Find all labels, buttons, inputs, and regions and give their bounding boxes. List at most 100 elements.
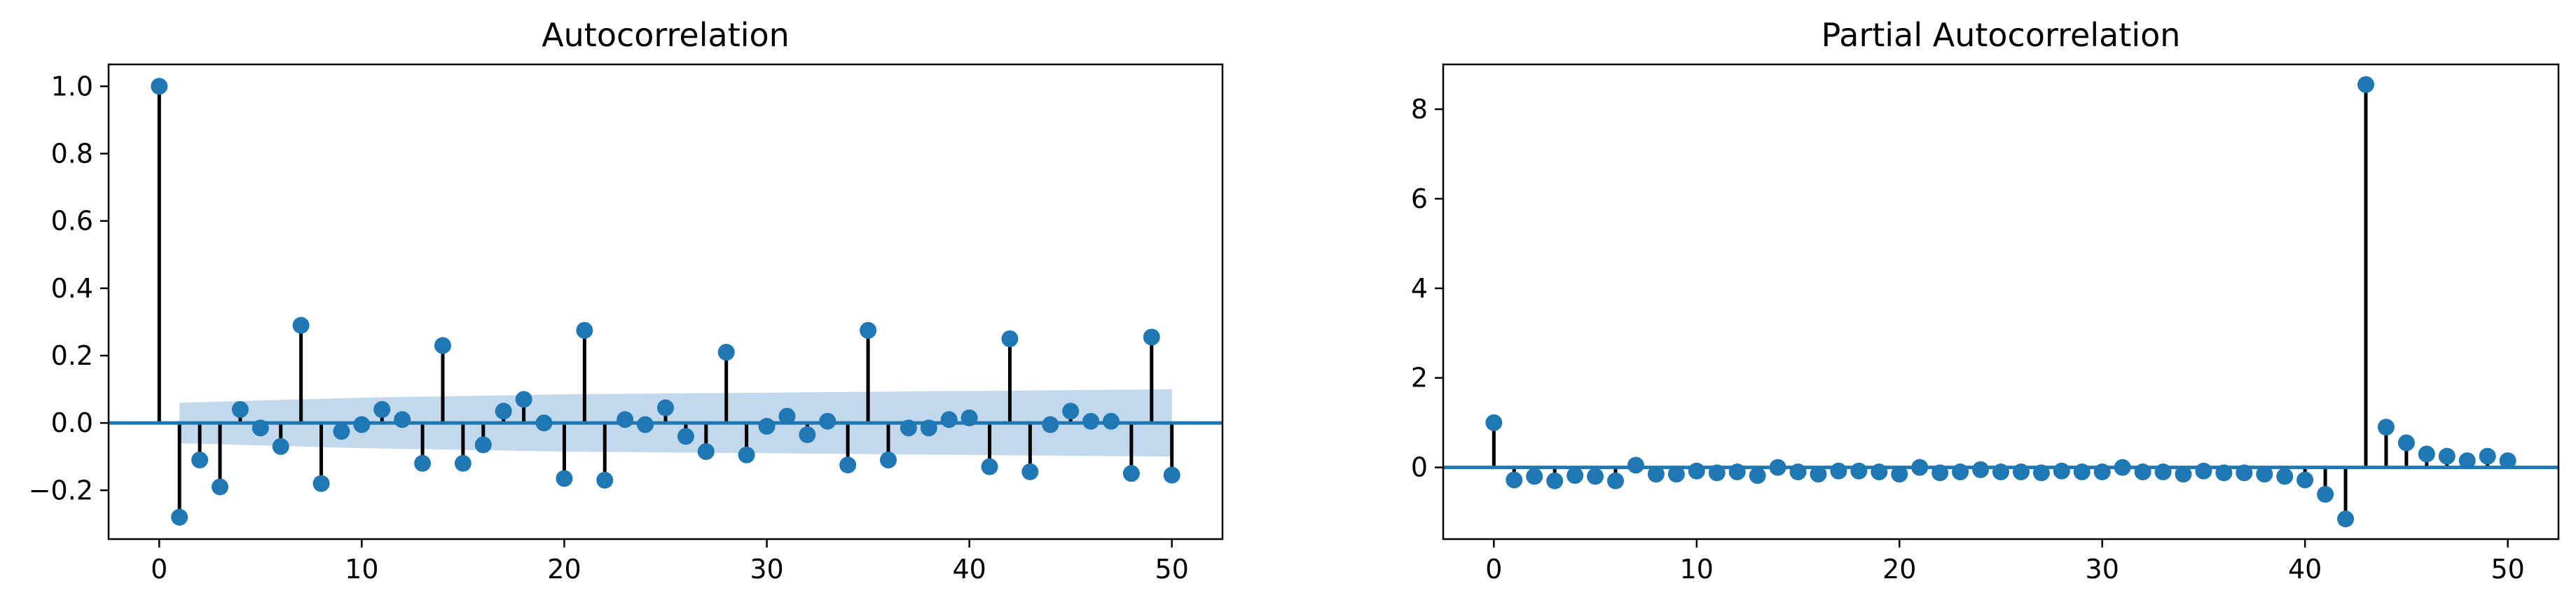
acf-marker-lag-15 [454, 454, 471, 472]
pacf-marker-lag-25 [1992, 463, 2009, 481]
pacf-marker-lag-29 [2073, 463, 2091, 481]
pacf-marker-lag-8 [1647, 466, 1665, 483]
pacf-marker-lag-26 [2012, 463, 2030, 481]
acf-marker-lag-5 [252, 419, 269, 437]
pacf-marker-lag-41 [2317, 486, 2334, 503]
acf-marker-lag-38 [920, 419, 937, 437]
pacf-marker-lag-44 [2377, 419, 2395, 436]
pacf-marker-lag-16 [1810, 466, 1827, 483]
acf-marker-lag-35 [860, 321, 877, 339]
pacf-xtick-label: 40 [2288, 554, 2322, 585]
pacf-marker-lag-0 [1485, 414, 1503, 431]
acf-marker-lag-37 [900, 419, 917, 437]
pacf-marker-lag-50 [2499, 452, 2516, 470]
acf-marker-lag-32 [799, 426, 816, 443]
pacf-marker-lag-45 [2397, 434, 2415, 452]
pacf-axes-frame [1442, 63, 2560, 540]
acf-marker-lag-7 [292, 316, 310, 334]
acf-marker-lag-25 [657, 399, 674, 417]
pacf-marker-lag-11 [1708, 464, 1726, 482]
acf-xtick-label: 20 [547, 554, 581, 585]
pacf-marker-lag-36 [2215, 464, 2233, 482]
pacf-marker-lag-38 [2256, 466, 2273, 483]
pacf-xtick-label: 20 [1882, 554, 1916, 585]
acf-marker-lag-44 [1042, 416, 1059, 433]
pacf-marker-lag-2 [1526, 468, 1543, 485]
acf-marker-lag-12 [394, 411, 411, 428]
acf-chart-title: Autocorrelation [542, 16, 790, 54]
acf-marker-lag-13 [414, 454, 432, 472]
pacf-marker-lag-49 [2479, 447, 2496, 465]
acf-xtick-label: 40 [952, 554, 986, 585]
acf-marker-lag-33 [819, 412, 836, 430]
pacf-marker-lag-6 [1607, 472, 1625, 489]
pacf-marker-lag-48 [2458, 452, 2476, 470]
acf-marker-lag-16 [474, 436, 492, 454]
pacf-marker-lag-12 [1728, 463, 1746, 481]
pacf-ytick-label: 4 [1411, 273, 1428, 304]
acf-ytick-label: 0.8 [51, 138, 93, 169]
acf-marker-lag-23 [617, 411, 634, 428]
acf-ytick-label: 0.4 [51, 273, 93, 304]
acf-ytick-label: 0.6 [51, 206, 93, 237]
pacf-marker-lag-28 [2053, 462, 2070, 480]
acf-ytick-label: 0.2 [51, 340, 93, 371]
acf-marker-lag-9 [333, 423, 350, 440]
pacf-marker-lag-27 [2032, 464, 2050, 482]
acf-xtick-label: 30 [750, 554, 783, 585]
pacf-marker-lag-34 [2175, 466, 2192, 483]
pacf-marker-lag-39 [2276, 468, 2294, 485]
pacf-marker-lag-3 [1546, 472, 1564, 489]
pacf-marker-lag-31 [2114, 459, 2131, 476]
acf-marker-lag-49 [1143, 328, 1160, 346]
acf-marker-lag-36 [880, 452, 897, 468]
acf-xtick-label: 10 [345, 554, 378, 585]
acf-marker-lag-10 [353, 416, 371, 433]
acf-marker-lag-26 [677, 428, 694, 445]
acf-marker-lag-31 [778, 407, 796, 425]
pacf-marker-lag-10 [1688, 462, 1705, 480]
pacf-marker-lag-33 [2154, 463, 2172, 481]
acf-marker-lag-17 [495, 403, 512, 420]
pacf-ytick-label: 2 [1411, 363, 1428, 393]
acf-marker-lag-40 [960, 409, 978, 426]
acf-marker-lag-11 [373, 400, 391, 418]
pacf-marker-lag-46 [2418, 445, 2435, 463]
pacf-panel: 0 10 20 30 40 50 0 2 4 6 8 Partial Autocorrelation [1411, 16, 2560, 585]
acf-marker-lag-2 [191, 452, 209, 468]
acf-marker-lag-0 [151, 78, 168, 95]
acf-marker-lag-3 [212, 478, 228, 496]
pacf-marker-lag-13 [1749, 467, 1766, 484]
pacf-marker-lag-9 [1667, 466, 1685, 483]
pacf-marker-lag-40 [2296, 471, 2314, 489]
acf-xtick-label: 50 [1155, 554, 1189, 585]
pacf-ytick-label: 0 [1411, 452, 1428, 483]
pacf-xtick-label: 50 [2491, 554, 2524, 585]
acf-marker-lag-8 [312, 475, 330, 492]
acf-ytick-label: 0.0 [51, 407, 93, 438]
pacf-marker-lag-22 [1931, 464, 1949, 482]
pacf-marker-lag-19 [1871, 463, 1888, 481]
acf-xtick-label: 0 [151, 554, 167, 585]
pacf-marker-lag-1 [1506, 471, 1523, 489]
acf-marker-lag-46 [1082, 412, 1100, 430]
pacf-marker-lag-21 [1911, 459, 1929, 476]
acf-axes-frame [107, 63, 1224, 540]
pacf-marker-lag-18 [1850, 462, 1868, 480]
acf-marker-lag-29 [738, 446, 755, 463]
pacf-marker-lag-5 [1587, 468, 1604, 485]
acf-marker-lag-28 [717, 344, 735, 361]
acf-marker-lag-42 [1001, 330, 1019, 347]
acf-marker-lag-45 [1062, 403, 1080, 420]
pacf-ytick-label: 8 [1411, 94, 1428, 125]
pacf-marker-lag-4 [1566, 467, 1584, 484]
acf-marker-lag-24 [637, 416, 654, 433]
pacf-marker-lag-35 [2195, 462, 2212, 480]
pacf-marker-lag-43 [2357, 76, 2375, 93]
acf-marker-lag-34 [839, 456, 857, 474]
acf-marker-lag-21 [576, 321, 593, 339]
pacf-marker-lag-30 [2093, 463, 2111, 481]
pacf-marker-lag-42 [2337, 510, 2355, 528]
pacf-chart-title: Partial Autocorrelation [1821, 16, 2181, 54]
